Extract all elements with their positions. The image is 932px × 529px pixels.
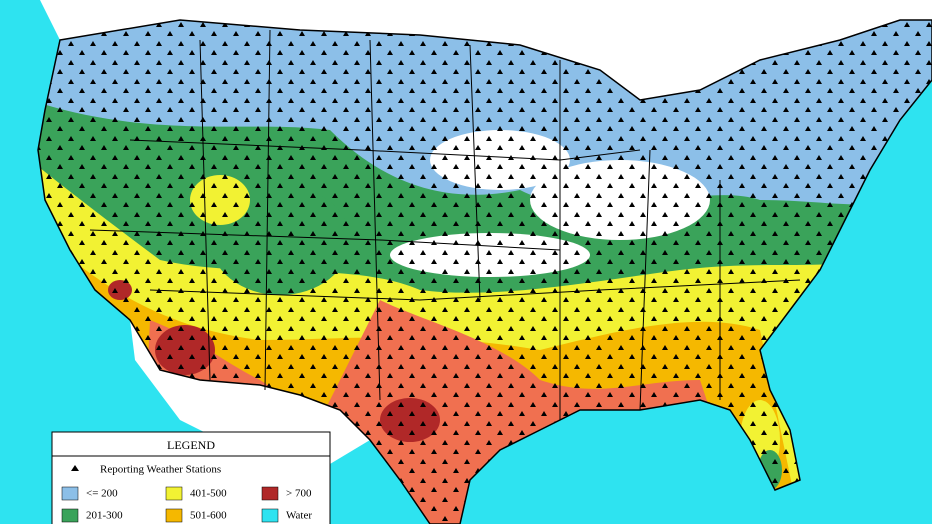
legend-box bbox=[51, 431, 331, 529]
legend: LEGEND Reporting Weather Stations <= 200… bbox=[51, 431, 331, 529]
station-icon bbox=[71, 465, 79, 471]
legend-title: LEGEND bbox=[167, 438, 215, 452]
legend-label: 401-500 bbox=[190, 488, 227, 500]
legend-swatch bbox=[61, 486, 79, 501]
legend-swatch bbox=[165, 508, 183, 523]
canada bbox=[0, 0, 932, 100]
stations-label: Reporting Weather Stations bbox=[100, 464, 221, 476]
legend-label: 201-300 bbox=[86, 510, 123, 522]
legend-label: <= 200 bbox=[86, 488, 118, 500]
legend-label: > 700 bbox=[286, 488, 312, 500]
legend-swatch bbox=[165, 486, 183, 501]
legend-swatch bbox=[61, 508, 79, 523]
state-lines bbox=[89, 29, 801, 420]
legend-label: Water bbox=[286, 510, 312, 522]
legend-label: 501-600 bbox=[190, 510, 227, 522]
legend-swatch bbox=[261, 508, 279, 523]
legend-swatch bbox=[261, 486, 279, 501]
